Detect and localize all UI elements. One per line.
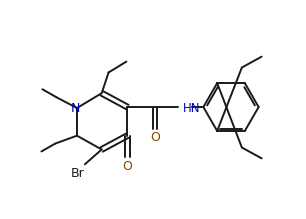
Text: HN: HN: [183, 102, 200, 115]
Text: Br: Br: [71, 167, 85, 180]
Text: O: O: [122, 160, 132, 173]
Text: N: N: [70, 102, 80, 115]
Text: O: O: [150, 131, 160, 144]
